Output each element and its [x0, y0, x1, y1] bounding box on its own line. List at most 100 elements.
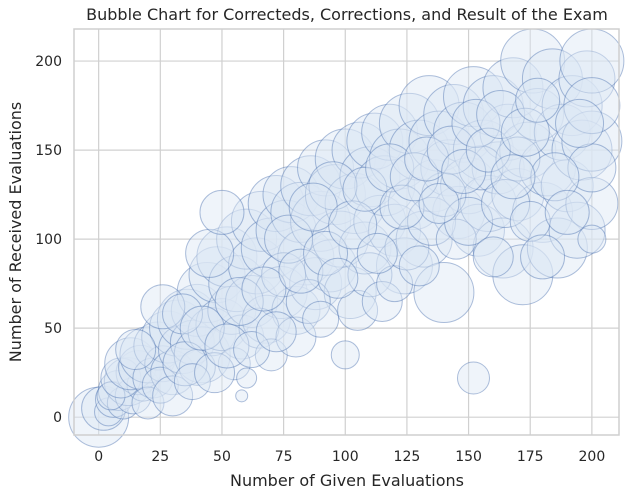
bubble: [94, 380, 132, 418]
bubble: [375, 237, 433, 295]
bubble: [233, 331, 271, 369]
bubble: [443, 66, 505, 128]
bubble: [563, 77, 621, 135]
y-axis-label: Number of Received Evaluations: [6, 102, 25, 363]
bubble: [133, 321, 183, 371]
bubble: [365, 143, 415, 193]
bubble: [217, 347, 251, 381]
bubble: [420, 139, 478, 197]
bubble: [540, 159, 594, 213]
bubble: [512, 181, 574, 243]
bubble: [458, 145, 504, 191]
bubble: [440, 157, 498, 215]
bubble: [227, 237, 285, 295]
bubble: [511, 87, 565, 141]
bubble: [526, 217, 588, 279]
bubble: [479, 103, 537, 161]
bubble: [490, 154, 536, 200]
bubble: [240, 217, 302, 279]
bubble: [149, 299, 207, 357]
x-tick-label: 125: [394, 449, 421, 465]
bubble: [407, 196, 457, 246]
bubble: [413, 262, 475, 324]
bubble: [162, 293, 204, 335]
bubble: [241, 266, 287, 312]
bubble: [421, 172, 467, 218]
bubble: [491, 168, 545, 222]
bubble: [361, 280, 403, 322]
bubble: [330, 340, 360, 370]
bubble: [275, 316, 317, 358]
bubble: [577, 224, 607, 254]
bubble: [407, 159, 461, 213]
bubble: [342, 166, 388, 212]
bubble: [354, 155, 416, 217]
bubble: [339, 146, 401, 208]
bubble: [347, 252, 393, 298]
bubble: [241, 294, 291, 344]
bubble: [433, 101, 495, 163]
bubble: [558, 50, 616, 108]
bubble: [152, 375, 194, 417]
bubble: [384, 225, 430, 271]
bubble: [140, 284, 186, 330]
bubble: [311, 210, 369, 268]
bubble: [126, 368, 160, 402]
bubble: [492, 244, 554, 306]
bubble: [323, 266, 377, 320]
bubble: [495, 136, 541, 182]
bubble: [225, 274, 279, 328]
bubble: [378, 92, 440, 154]
bubble: [208, 255, 266, 313]
bubble: [317, 257, 359, 299]
bubble: [520, 234, 566, 280]
bubble: [387, 177, 441, 231]
plot-frame: [73, 28, 620, 436]
bubble: [361, 103, 419, 161]
bubble: [106, 386, 140, 420]
bubble: [94, 397, 124, 427]
bubble: [176, 262, 238, 324]
bubble: [369, 128, 431, 190]
bubble: [459, 175, 517, 233]
bubble: [423, 83, 485, 145]
bubble: [236, 367, 258, 389]
y-tick-label: 150: [35, 143, 62, 159]
bubble: [216, 208, 278, 270]
bubble: [68, 386, 130, 448]
x-axis-ticks: 0 25 50 75 100 125 150 175 200: [94, 449, 605, 465]
bubble: [280, 155, 342, 217]
bubble: [441, 148, 487, 194]
bubble: [337, 289, 379, 331]
bubble: [518, 139, 576, 197]
bubble: [119, 326, 177, 384]
bubble: [314, 128, 376, 190]
bubble: [499, 121, 557, 179]
bubble: [150, 350, 196, 396]
bubble: [187, 307, 237, 357]
bubble: [261, 252, 307, 298]
bubble: [115, 350, 161, 396]
chart-title: Bubble Chart for Correcteds, Corrections…: [86, 5, 608, 24]
bubble: [338, 221, 392, 275]
bubble: [303, 230, 349, 276]
bubble: [398, 75, 460, 137]
bubble: [262, 166, 320, 224]
bubble: [462, 75, 524, 137]
bubble: [515, 77, 561, 123]
bubble: [395, 210, 453, 268]
bubble: [141, 310, 195, 364]
bubble: [346, 112, 404, 170]
bubble: [141, 366, 179, 404]
bubble: [451, 98, 501, 148]
bubble: [500, 107, 550, 157]
bubble: [331, 121, 389, 179]
bubble: [173, 326, 231, 384]
bubble: [156, 288, 218, 350]
x-tick-label: 150: [455, 449, 482, 465]
bubble: [170, 283, 224, 337]
bubble: [368, 203, 422, 257]
bubble: [131, 386, 165, 420]
bubble: [426, 125, 476, 175]
bubble: [302, 300, 340, 338]
